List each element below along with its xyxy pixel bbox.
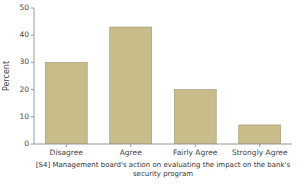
x-tick-label: Agree <box>120 148 142 157</box>
x-tick <box>130 144 131 147</box>
y-tick-label: 30 <box>19 57 29 66</box>
bar <box>239 125 281 144</box>
bar <box>174 90 216 144</box>
bars <box>45 27 280 144</box>
y-axis-label: Percent <box>2 61 11 91</box>
x-axis-label: [S4] Management board's action on evalua… <box>36 161 291 178</box>
y-tick <box>31 89 34 90</box>
y-tick-label: 20 <box>19 85 29 94</box>
y-tick-label: 10 <box>19 112 29 121</box>
y-tick <box>31 35 34 36</box>
bar <box>110 27 152 144</box>
y-tick <box>31 62 34 63</box>
y-tick-label: 50 <box>19 3 29 12</box>
y-axis-line <box>34 8 35 144</box>
y-tick <box>31 116 34 117</box>
x-axis-line <box>34 144 292 145</box>
y-tick <box>31 144 34 145</box>
bar <box>45 62 87 144</box>
x-tick <box>66 144 67 147</box>
x-tick <box>195 144 196 147</box>
x-tick-label: Fairly Agree <box>173 148 218 157</box>
y-tick-label: 40 <box>19 30 29 39</box>
chart-container: 0 10 20 30 40 50 Disagree Agree Fairly Agree Stro… <box>0 0 300 186</box>
y-tick <box>31 8 34 9</box>
chart: 0 10 20 30 40 50 Disagree Agree Fairly Agree Stro… <box>0 0 300 186</box>
x-tick-label: Disagree <box>50 148 84 157</box>
x-tick <box>259 144 260 147</box>
y-tick-label: 0 <box>24 139 29 148</box>
x-tick-label: Strongly Agree <box>232 148 288 157</box>
